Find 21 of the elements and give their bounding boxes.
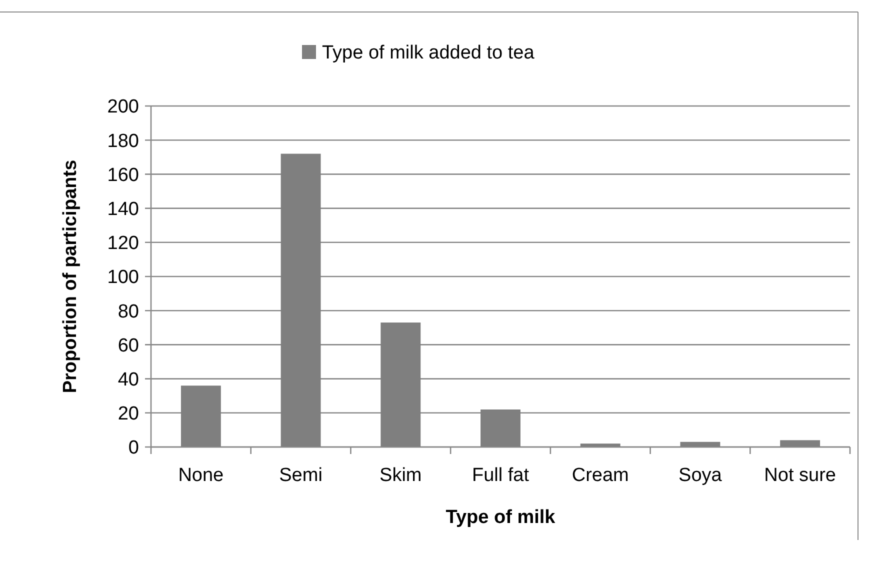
- x-tick-label: Soya: [678, 465, 722, 486]
- y-tick-label: 80: [118, 301, 139, 322]
- x-tick-label: Skim: [380, 465, 422, 486]
- y-tick-label: 200: [107, 96, 139, 118]
- y-tick-label: 0: [128, 438, 139, 459]
- y-axis-title: Proportion of participants: [60, 160, 81, 394]
- legend-label: Type of milk added to tea: [322, 42, 535, 64]
- x-axis-title: Type of milk: [446, 507, 556, 528]
- y-tick-label: 40: [118, 369, 139, 390]
- x-tick-label: Not sure: [764, 465, 836, 486]
- x-tick-label: Cream: [572, 465, 629, 486]
- y-tick-label: 140: [107, 198, 139, 220]
- x-tick-label: Full fat: [472, 465, 530, 486]
- x-tick-label: Semi: [279, 465, 322, 486]
- x-tick-label: None: [178, 465, 224, 486]
- y-tick-label: 160: [107, 164, 139, 186]
- y-tick-label: 120: [107, 233, 139, 254]
- y-tick-label: 20: [118, 404, 139, 425]
- y-tick-label: 60: [118, 335, 139, 356]
- y-tick-label: 180: [107, 130, 139, 152]
- y-tick-label: 100: [107, 267, 139, 288]
